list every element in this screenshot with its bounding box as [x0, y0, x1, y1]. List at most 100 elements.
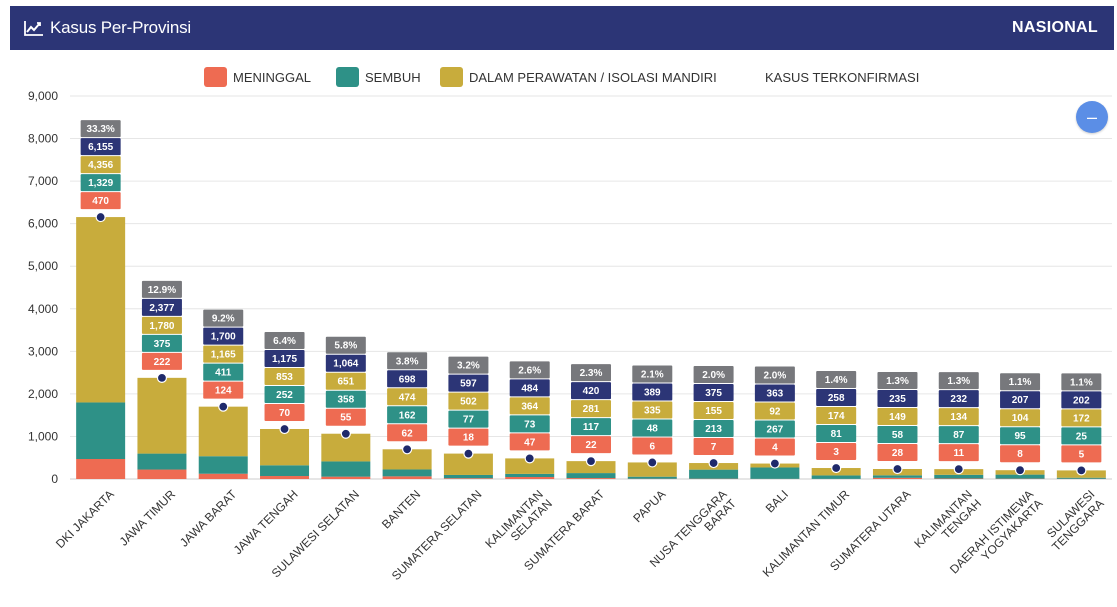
bar-sembuh: [1056, 477, 1106, 479]
legend-label-meninggal: MENINGGAL: [233, 69, 312, 85]
label-terkonfirmasi: 232: [950, 394, 967, 405]
legend-item-sembuh[interactable]: SEMBUH: [336, 66, 421, 88]
x-tick-label: JAWA TIMUR: [117, 487, 179, 549]
label-perawatan: 281: [583, 404, 600, 415]
label-terkonfirmasi-box: [203, 327, 244, 345]
x-tick-label: BANTEN: [379, 487, 423, 531]
label-sembuh: 252: [276, 390, 293, 401]
label-sembuh: 81: [831, 429, 843, 440]
label-percent-box: [80, 120, 121, 138]
label-perawatan: 651: [337, 377, 354, 388]
label-terkonfirmasi: 389: [644, 387, 661, 398]
label-percent: 5.8%: [334, 341, 357, 352]
bar-perawatan: [382, 449, 432, 470]
bar-sembuh: [995, 474, 1045, 479]
label-perawatan: 1,780: [149, 321, 174, 332]
label-sembuh-box: [754, 420, 795, 438]
label-sembuh: 162: [399, 410, 416, 421]
legend-item-meninggal[interactable]: MENINGGAL: [204, 66, 311, 88]
collapse-button[interactable]: –: [1076, 101, 1108, 133]
legend-item-terkonfirmasi[interactable]: KASUS TERKONFIRMASI: [765, 66, 919, 88]
label-terkonfirmasi: 6,155: [88, 142, 113, 153]
legend-label-terkonfirmasi: KASUS TERKONFIRMASI: [765, 69, 920, 85]
label-terkonfirmasi: 363: [767, 389, 784, 400]
bar-perawatan: [443, 453, 493, 475]
bar-sembuh: [811, 475, 861, 479]
label-sembuh-box: [203, 363, 244, 381]
label-perawatan: 502: [460, 397, 477, 408]
label-perawatan-box: [264, 367, 305, 385]
label-meninggal-box: [448, 428, 489, 446]
confirmed-dot: [218, 401, 229, 412]
confirmed-dot: [95, 211, 106, 223]
chart-title: Kasus Per-Provinsi: [50, 18, 191, 37]
label-perawatan-box: [693, 402, 734, 420]
label-sembuh: 73: [524, 419, 536, 430]
label-sembuh-box: [264, 385, 305, 403]
label-meninggal-box: [1000, 445, 1041, 463]
y-tick-label: 0: [51, 472, 58, 486]
label-percent-box: [448, 356, 489, 374]
bar-meninggal: [137, 469, 187, 479]
label-meninggal-box: [693, 438, 734, 456]
label-meninggal-box: [816, 443, 857, 461]
label-perawatan-box: [80, 156, 121, 174]
legend-item-perawatan[interactable]: DALAM PERAWATAN / ISOLASI MANDIRI: [440, 66, 717, 88]
label-percent-box: [203, 309, 244, 327]
label-terkonfirmasi: 207: [1012, 395, 1029, 406]
label-percent: 2.6%: [518, 365, 541, 376]
label-perawatan-box: [1061, 409, 1102, 427]
label-meninggal-box: [325, 408, 366, 426]
label-terkonfirmasi: 1,064: [333, 359, 358, 370]
confirmed-dot: [831, 462, 842, 474]
label-sembuh: 267: [767, 425, 784, 436]
label-sembuh: 1,329: [88, 178, 113, 189]
legend-label-sembuh: SEMBUH: [365, 69, 421, 85]
label-sembuh: 48: [647, 423, 659, 434]
label-percent: 1.1%: [1070, 377, 1093, 388]
label-terkonfirmasi: 597: [460, 379, 477, 390]
confirmed-dot: [524, 453, 535, 464]
label-percent-box: [509, 361, 550, 379]
confirmed-dot: [402, 444, 413, 455]
y-tick-label: 5,000: [28, 259, 58, 273]
label-sembuh-box: [141, 334, 182, 352]
label-sembuh-box: [448, 410, 489, 428]
label-terkonfirmasi-box: [571, 382, 611, 400]
confirmed-dot: [463, 448, 474, 459]
label-meninggal-box: [141, 352, 182, 370]
label-percent-box: [1000, 373, 1041, 391]
label-perawatan-box: [816, 407, 857, 425]
label-perawatan: 474: [399, 392, 416, 403]
bar-meninggal: [872, 477, 922, 479]
label-terkonfirmasi-box: [325, 354, 366, 372]
label-terkonfirmasi-box: [448, 374, 489, 392]
label-terkonfirmasi: 1,175: [272, 354, 297, 365]
label-perawatan-box: [203, 345, 244, 363]
label-perawatan-box: [938, 408, 979, 426]
label-terkonfirmasi-box: [877, 389, 918, 407]
bar-meninggal: [198, 473, 248, 479]
x-tick-label: BALI: [763, 487, 791, 515]
confirmed-dot: [340, 428, 351, 439]
label-sembuh-box: [571, 418, 611, 436]
chart-header: Kasus Per-Provinsi NASIONAL: [10, 6, 1114, 50]
label-perawatan-box: [509, 397, 550, 415]
label-meninggal: 7: [711, 442, 717, 453]
label-meninggal-box: [509, 433, 550, 451]
label-terkonfirmasi-box: [264, 349, 305, 367]
label-percent-box: [632, 365, 673, 383]
label-sembuh: 58: [892, 430, 904, 441]
label-terkonfirmasi: 235: [889, 394, 906, 405]
y-tick-label: 1,000: [28, 429, 58, 443]
label-percent: 33.3%: [86, 124, 114, 135]
label-sembuh-box: [1000, 427, 1041, 445]
label-sembuh: 25: [1076, 431, 1088, 442]
confirmed-dot: [1014, 465, 1026, 476]
label-perawatan: 853: [276, 372, 293, 383]
label-sembuh-box: [632, 419, 673, 437]
y-tick-label: 7,000: [28, 174, 58, 188]
label-terkonfirmasi: 202: [1073, 395, 1090, 406]
label-meninggal-box: [80, 192, 121, 210]
label-terkonfirmasi: 1,700: [211, 332, 236, 343]
